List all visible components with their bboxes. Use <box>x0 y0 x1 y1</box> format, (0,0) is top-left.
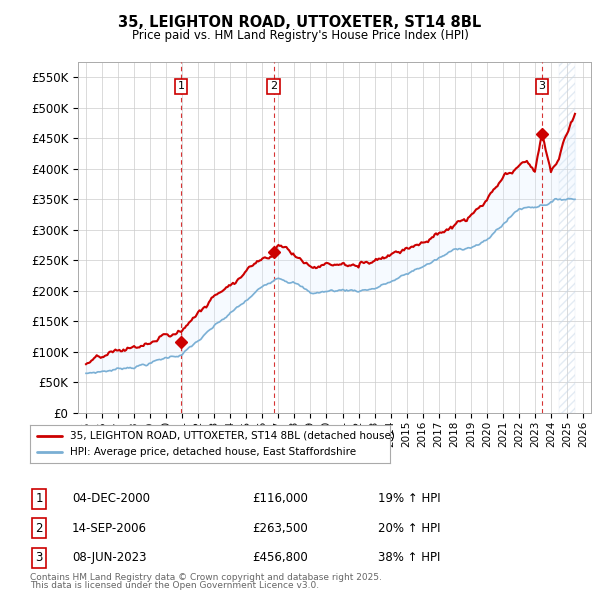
Text: HPI: Average price, detached house, East Staffordshire: HPI: Average price, detached house, East… <box>70 447 356 457</box>
Text: 3: 3 <box>538 81 545 91</box>
Text: 38% ↑ HPI: 38% ↑ HPI <box>378 551 440 564</box>
Text: 04-DEC-2000: 04-DEC-2000 <box>72 492 150 505</box>
Text: Contains HM Land Registry data © Crown copyright and database right 2025.: Contains HM Land Registry data © Crown c… <box>30 572 382 582</box>
Text: 2: 2 <box>270 81 277 91</box>
Text: £263,500: £263,500 <box>252 522 308 535</box>
Text: 20% ↑ HPI: 20% ↑ HPI <box>378 522 440 535</box>
Text: 1: 1 <box>35 492 43 505</box>
Text: 35, LEIGHTON ROAD, UTTOXETER, ST14 8BL: 35, LEIGHTON ROAD, UTTOXETER, ST14 8BL <box>118 15 482 30</box>
Text: 14-SEP-2006: 14-SEP-2006 <box>72 522 147 535</box>
Text: This data is licensed under the Open Government Licence v3.0.: This data is licensed under the Open Gov… <box>30 581 319 590</box>
Text: 19% ↑ HPI: 19% ↑ HPI <box>378 492 440 505</box>
Text: 1: 1 <box>178 81 184 91</box>
Text: Price paid vs. HM Land Registry's House Price Index (HPI): Price paid vs. HM Land Registry's House … <box>131 30 469 42</box>
Text: 35, LEIGHTON ROAD, UTTOXETER, ST14 8BL (detached house): 35, LEIGHTON ROAD, UTTOXETER, ST14 8BL (… <box>70 431 394 441</box>
Text: £116,000: £116,000 <box>252 492 308 505</box>
Text: 2: 2 <box>35 522 43 535</box>
Text: 3: 3 <box>35 551 43 564</box>
Text: £456,800: £456,800 <box>252 551 308 564</box>
Text: 08-JUN-2023: 08-JUN-2023 <box>72 551 146 564</box>
